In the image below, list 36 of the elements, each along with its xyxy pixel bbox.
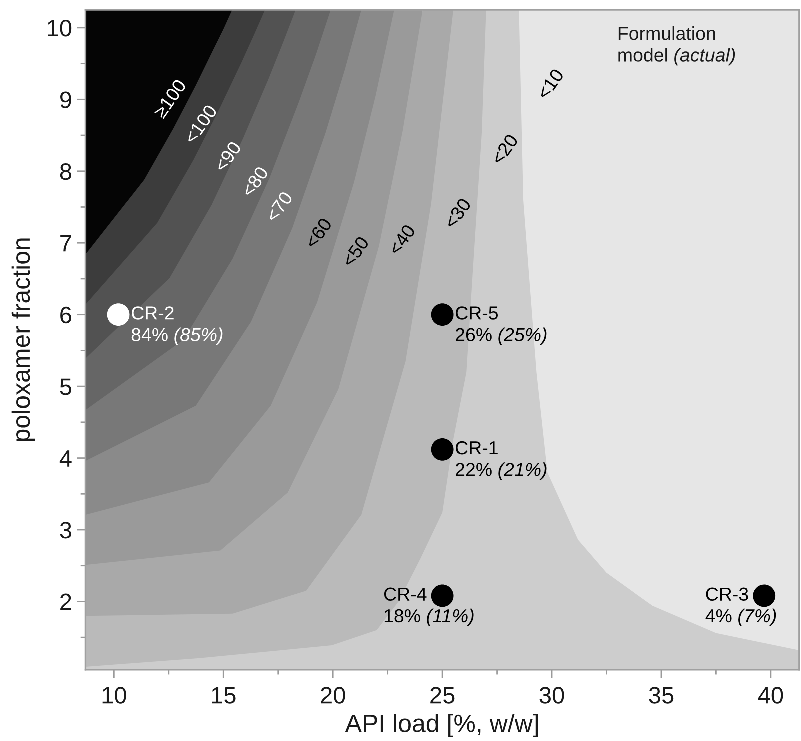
y-tick-label: 10 [48, 20, 72, 37]
annotation: <90 [214, 140, 242, 173]
annotation: <10 [536, 68, 565, 100]
point [431, 584, 454, 608]
y-tick-label: 7 [60, 235, 72, 252]
annotation: CR-5 26% (25%) [456, 306, 547, 346]
y-tick-label: 4 [60, 450, 72, 467]
annotation: CR-3 4% (7%) [706, 588, 776, 626]
y-axis-title: poloxamer fraction [12, 238, 36, 442]
annotation: <50 [342, 236, 370, 268]
x-tick-label: 20 [321, 687, 346, 704]
point [753, 584, 776, 608]
annotation: <60 [304, 217, 333, 250]
x-tick-label: 30 [540, 687, 564, 704]
point [431, 438, 454, 461]
annotation: <20 [490, 133, 519, 166]
y-tick-label: 8 [60, 163, 72, 180]
y-tick-label: 6 [60, 306, 72, 324]
annotation: CR-2 84% (85%) [132, 306, 223, 346]
x-tick-label: 35 [649, 687, 674, 704]
annotation: Formulation model (actual) [618, 26, 736, 66]
annotation: CR-4 18% (11%) [384, 588, 474, 626]
y-tick-label: 5 [60, 378, 72, 396]
x-tick-label: 15 [212, 687, 236, 704]
x-tick-label: 25 [430, 687, 455, 704]
x-axis-title: API load [%, w/w] [345, 714, 538, 738]
x-tick-label: 10 [102, 687, 126, 704]
point [431, 304, 454, 326]
point [107, 304, 130, 326]
y-tick-label: 3 [60, 522, 72, 539]
x-tick-label: 40 [758, 687, 784, 704]
annotation: <40 [388, 224, 416, 256]
y-tick-label: 2 [60, 594, 72, 610]
annotation: CR-1 22% (21%) [456, 441, 547, 480]
annotation: <30 [444, 197, 472, 230]
y-tick-label: 9 [60, 92, 72, 108]
